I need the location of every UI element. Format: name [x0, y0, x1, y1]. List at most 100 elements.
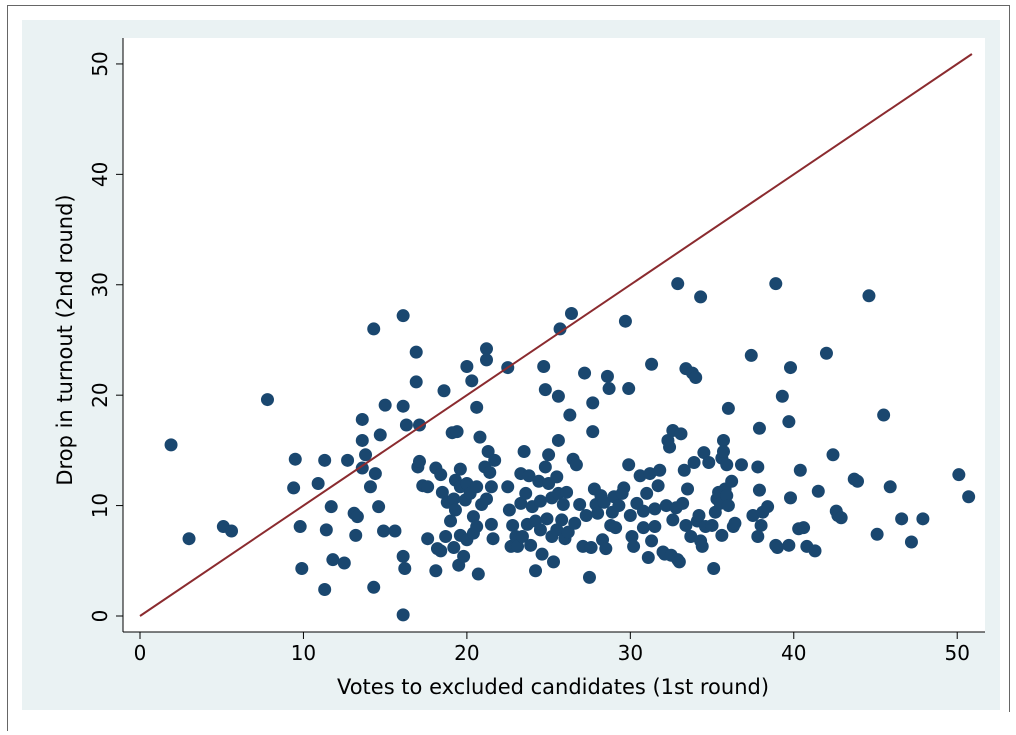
point — [532, 474, 546, 488]
point — [681, 482, 695, 496]
point — [751, 529, 765, 543]
point — [851, 474, 865, 488]
x-tick-label: 10 — [291, 641, 316, 665]
point — [522, 469, 536, 483]
point — [388, 524, 402, 538]
point — [484, 480, 498, 494]
point — [540, 512, 554, 526]
point — [651, 479, 665, 493]
point — [293, 520, 307, 534]
point — [367, 322, 381, 336]
point — [622, 458, 636, 472]
point — [486, 532, 500, 546]
point — [734, 458, 748, 472]
point — [720, 458, 734, 472]
point — [450, 425, 464, 439]
point — [515, 529, 529, 543]
point — [319, 523, 333, 537]
reference-line — [139, 53, 973, 617]
point — [962, 490, 976, 504]
point — [625, 529, 639, 543]
point — [721, 499, 735, 513]
point — [378, 398, 392, 412]
point — [435, 485, 449, 499]
point — [337, 556, 351, 570]
y-tick-label: 50 — [88, 51, 112, 76]
point — [550, 523, 564, 537]
point — [524, 538, 538, 552]
point — [648, 520, 662, 534]
point — [707, 562, 721, 576]
point — [672, 555, 686, 569]
point — [372, 500, 386, 514]
point — [434, 468, 448, 482]
point — [542, 448, 556, 462]
point — [341, 453, 355, 467]
point — [434, 544, 448, 558]
point — [479, 492, 493, 506]
point — [501, 480, 515, 494]
point — [952, 468, 966, 482]
point — [761, 500, 775, 514]
point — [744, 348, 758, 362]
point — [862, 289, 876, 303]
point — [716, 444, 730, 458]
point — [479, 353, 493, 367]
point — [870, 527, 884, 541]
point — [618, 314, 632, 328]
point — [421, 480, 435, 494]
point — [602, 382, 616, 396]
point — [627, 539, 641, 553]
point — [636, 504, 650, 518]
x-axis-title: Votes to excluded candidates (1st round) — [337, 675, 769, 699]
x-tick-label: 20 — [454, 641, 479, 665]
point — [663, 440, 677, 454]
point — [653, 463, 667, 477]
point — [318, 453, 332, 467]
point — [560, 485, 574, 499]
point — [533, 523, 547, 537]
point — [645, 357, 659, 371]
point — [674, 427, 688, 441]
point — [692, 509, 706, 523]
point — [645, 534, 659, 548]
point — [514, 496, 528, 510]
x-tick-label: 50 — [944, 641, 969, 665]
point — [586, 396, 600, 410]
point — [260, 393, 274, 407]
point — [326, 553, 340, 567]
point — [671, 277, 685, 291]
point — [617, 481, 631, 495]
point — [470, 520, 484, 534]
point — [444, 514, 458, 528]
x-tick-label: 40 — [781, 641, 806, 665]
point — [684, 529, 698, 543]
point — [479, 342, 493, 356]
point — [641, 550, 655, 564]
point — [373, 428, 387, 442]
point — [689, 371, 703, 385]
point — [398, 562, 412, 576]
point — [612, 499, 626, 513]
point — [636, 521, 650, 535]
x-tick-label: 0 — [134, 641, 147, 665]
point — [679, 518, 693, 532]
point — [666, 513, 680, 527]
point — [551, 433, 565, 447]
point — [457, 549, 471, 563]
point — [716, 433, 730, 447]
point — [782, 538, 796, 552]
point — [421, 532, 435, 546]
point — [702, 456, 716, 470]
point — [355, 412, 369, 426]
point — [916, 512, 930, 526]
point — [904, 535, 918, 549]
point — [367, 580, 381, 594]
point — [556, 497, 570, 511]
point — [470, 400, 484, 414]
point — [793, 463, 807, 477]
point — [529, 564, 543, 578]
point — [535, 547, 549, 561]
point — [533, 494, 547, 508]
point — [555, 513, 569, 527]
